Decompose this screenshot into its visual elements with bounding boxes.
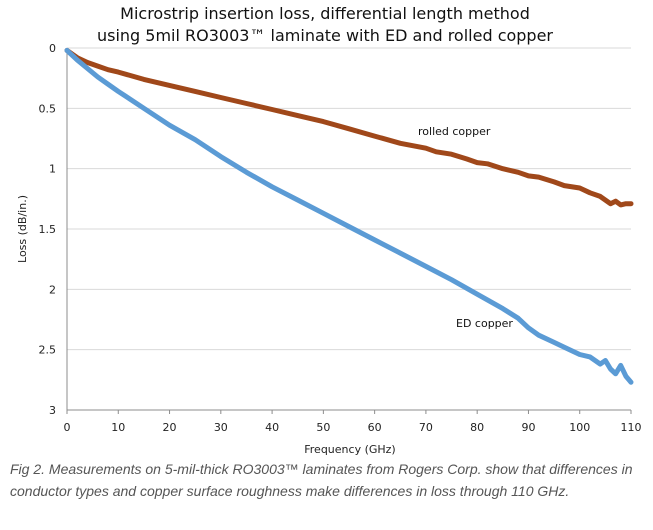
figure-caption: Fig 2. Measurements on 5-mil-thick RO300… — [10, 461, 633, 499]
y-tick-label: 0 — [49, 42, 56, 55]
x-tick-label: 70 — [419, 421, 433, 434]
y-tick-label: 1 — [49, 163, 56, 176]
series-label-rolled-copper: rolled copper — [418, 125, 491, 138]
x-tick-label: 90 — [521, 421, 535, 434]
x-tick-label: 20 — [163, 421, 177, 434]
y-tick-label: 1.5 — [39, 223, 57, 236]
gridlines — [67, 47, 631, 351]
x-tick-label: 60 — [368, 421, 382, 434]
series-lines — [64, 47, 634, 385]
x-tick-label: 50 — [316, 421, 330, 434]
y-tick-label: 2.5 — [39, 344, 57, 357]
x-tick-label: 10 — [111, 421, 125, 434]
chart-figure: Microstrip insertion loss, differential … — [16, 4, 642, 456]
chart-title-line-1: Microstrip insertion loss, differential … — [120, 4, 530, 23]
y-tick-label: 0.5 — [39, 102, 57, 115]
axes — [66, 48, 632, 414]
series-line-rolled-copper — [64, 47, 634, 208]
x-tick-label: 100 — [569, 421, 590, 434]
x-tick-label: 40 — [265, 421, 279, 434]
series-label-ed-copper: ED copper — [456, 317, 513, 330]
x-tick-label: 80 — [470, 421, 484, 434]
y-tick-label: 2 — [49, 283, 56, 296]
x-axis-label: Frequency (GHz) — [304, 443, 395, 456]
y-tick-label: 3 — [49, 404, 56, 417]
series-line-ed-copper — [64, 47, 634, 385]
x-tick-label: 30 — [214, 421, 228, 434]
y-axis-label: Loss (dB/in.) — [16, 195, 29, 263]
tick-labels: 00.511.522.530 10 20 30 40 50 60 70 80 90 100 110 — [39, 42, 642, 434]
insertion-loss-chart: Microstrip insertion loss, differential … — [16, 4, 642, 456]
x-tick-label: 0 — [64, 421, 71, 434]
x-tick-label: 110 — [621, 421, 642, 434]
chart-title-line-2: using 5mil RO3003™ laminate with ED and … — [97, 26, 553, 45]
